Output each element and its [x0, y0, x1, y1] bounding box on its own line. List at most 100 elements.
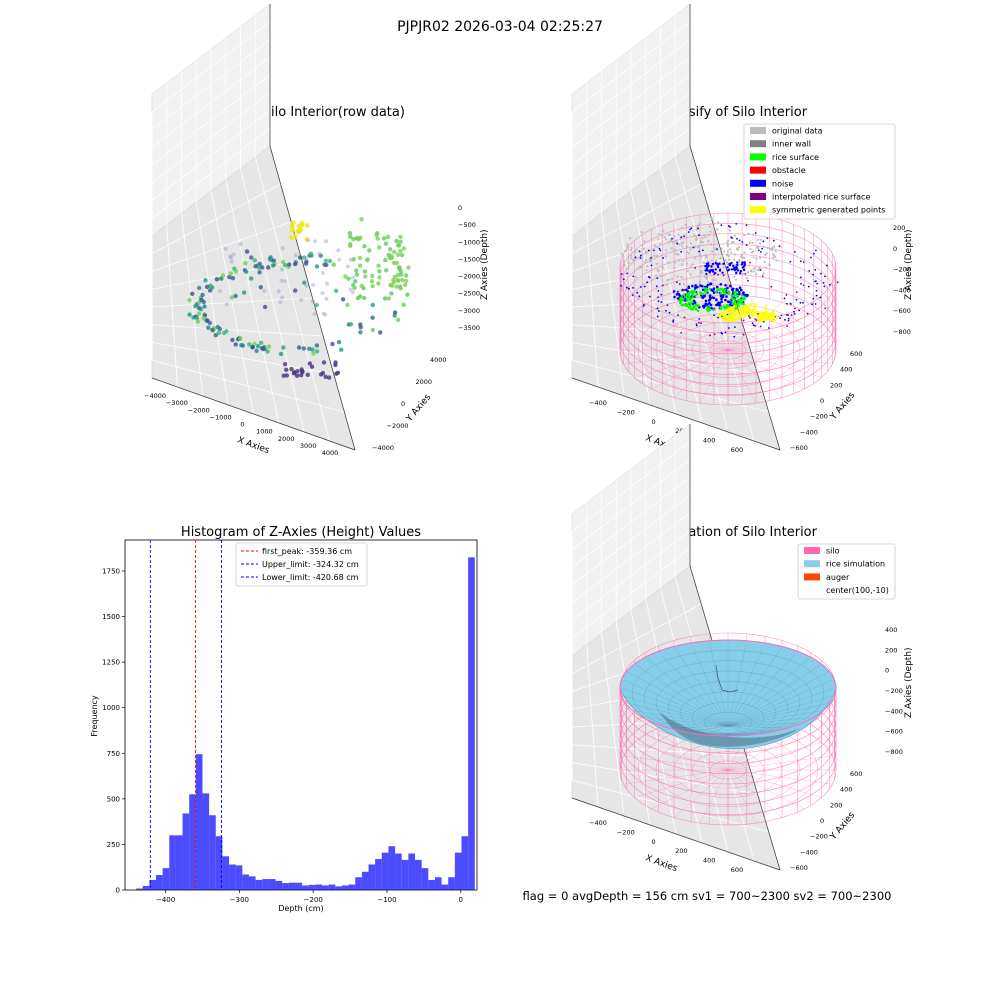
- classify-point: [685, 288, 688, 292]
- raw-point: [324, 262, 329, 268]
- simulation-x-tick-label: 0: [652, 838, 656, 846]
- histogram-bar: [248, 876, 256, 890]
- classify-point: [696, 225, 699, 228]
- raw-point: [348, 234, 353, 239]
- classify-point: [634, 256, 637, 259]
- classify-point: [730, 319, 734, 322]
- raw-point: [377, 245, 382, 250]
- classify-point: [790, 303, 792, 305]
- histogram-y-label: Frequency: [90, 695, 99, 737]
- histogram-bar: [288, 882, 296, 890]
- classify-point: [713, 233, 716, 237]
- raw-point: [194, 316, 200, 321]
- raw-point: [200, 292, 205, 298]
- raw-point: [308, 251, 314, 256]
- classify-point: [724, 284, 727, 287]
- classify-point: [653, 244, 657, 247]
- classify-point: [733, 234, 737, 237]
- classify-point: [716, 265, 720, 269]
- legend-swatch: [750, 153, 766, 161]
- simulation-z-tick-label: −800: [885, 748, 903, 756]
- rice-mesh-spoke: [709, 642, 729, 727]
- classify-point: [665, 238, 668, 241]
- classify-point: [811, 303, 814, 306]
- y-tick-label: 1500: [102, 613, 120, 621]
- raw-point: [221, 330, 227, 336]
- raw-point: [323, 312, 328, 317]
- classify-point: [729, 248, 732, 251]
- classify-point: [656, 245, 659, 248]
- raw-point: [400, 277, 405, 283]
- classify-point: [711, 278, 714, 281]
- classify-cyl-spoke: [727, 349, 783, 398]
- classify-point: [742, 308, 745, 312]
- raw-x-tick-label: −2000: [188, 406, 210, 414]
- classify-point: [673, 267, 676, 270]
- raw-point: [230, 337, 235, 343]
- histogram-bar: [428, 879, 435, 890]
- classify-point: [680, 276, 683, 279]
- raw-point: [348, 287, 353, 292]
- raw-point: [281, 345, 286, 350]
- raw-point: [333, 360, 338, 365]
- x-axis-line: [151, 377, 356, 451]
- legend-label: Upper_limit: -324.32 cm: [262, 560, 359, 569]
- classify-point: [745, 224, 748, 227]
- grid-line: [571, 441, 691, 674]
- histogram-x-label: Depth (cm): [278, 904, 323, 913]
- classify-point: [745, 304, 748, 307]
- classify-point: [762, 272, 765, 275]
- classify-point: [674, 261, 677, 264]
- classify-point: [663, 236, 666, 239]
- classify-point: [722, 266, 725, 269]
- classify-point: [772, 315, 776, 319]
- classify-point: [677, 298, 680, 300]
- histogram-bar: [368, 864, 376, 890]
- classify-point: [706, 269, 709, 272]
- classify-point: [748, 315, 750, 317]
- classify-point: [712, 291, 716, 295]
- classify-point: [646, 281, 649, 284]
- raw-point: [314, 302, 319, 308]
- raw-point: [337, 257, 342, 262]
- classify-point: [785, 313, 788, 316]
- x-axis-line: [571, 797, 781, 871]
- classify-point: [705, 272, 708, 276]
- figure-title: PJPJR02 2026-03-04 02:25:27: [397, 19, 603, 35]
- histogram-title: Histogram of Z-Axies (Height) Values: [181, 525, 421, 540]
- rice-mesh-spoke: [727, 710, 820, 727]
- classify-point: [638, 250, 641, 253]
- histogram-bar: [434, 877, 442, 890]
- classify-cyl-spoke: [651, 349, 729, 390]
- classify-point: [732, 302, 736, 305]
- raw-point: [279, 278, 284, 283]
- raw-point: [395, 278, 401, 283]
- raw-point: [217, 326, 223, 332]
- classify-point: [700, 284, 704, 288]
- simulation-z-tick-label: 400: [885, 626, 897, 634]
- rice-mesh-spoke: [727, 658, 810, 727]
- raw-y-label: Y Axies: [404, 392, 433, 424]
- raw-point: [355, 295, 361, 301]
- classify-point: [799, 260, 802, 263]
- raw-point: [229, 295, 234, 300]
- raw-point: [204, 284, 210, 290]
- classify-point: [693, 234, 696, 237]
- classify-point: [684, 295, 688, 299]
- classify-point: [732, 241, 735, 244]
- simulation-y-label: Y Axies: [828, 810, 857, 842]
- classify-point: [731, 309, 735, 312]
- classify-point: [676, 290, 679, 293]
- classify-point: [702, 249, 704, 252]
- simulation-x-tick-label: −200: [617, 828, 635, 836]
- classify-point: [667, 278, 671, 281]
- simulation-cyl-spoke: [727, 769, 805, 810]
- classify-point: [691, 284, 694, 288]
- classify-x-tick-label: 600: [731, 446, 743, 454]
- classify-x-tick-label: −400: [589, 399, 607, 407]
- rice-surface-shadow: [660, 712, 800, 747]
- raw-point: [314, 264, 320, 269]
- classify-point: [734, 326, 736, 328]
- classify-point: [757, 245, 760, 248]
- classify-point: [824, 275, 826, 278]
